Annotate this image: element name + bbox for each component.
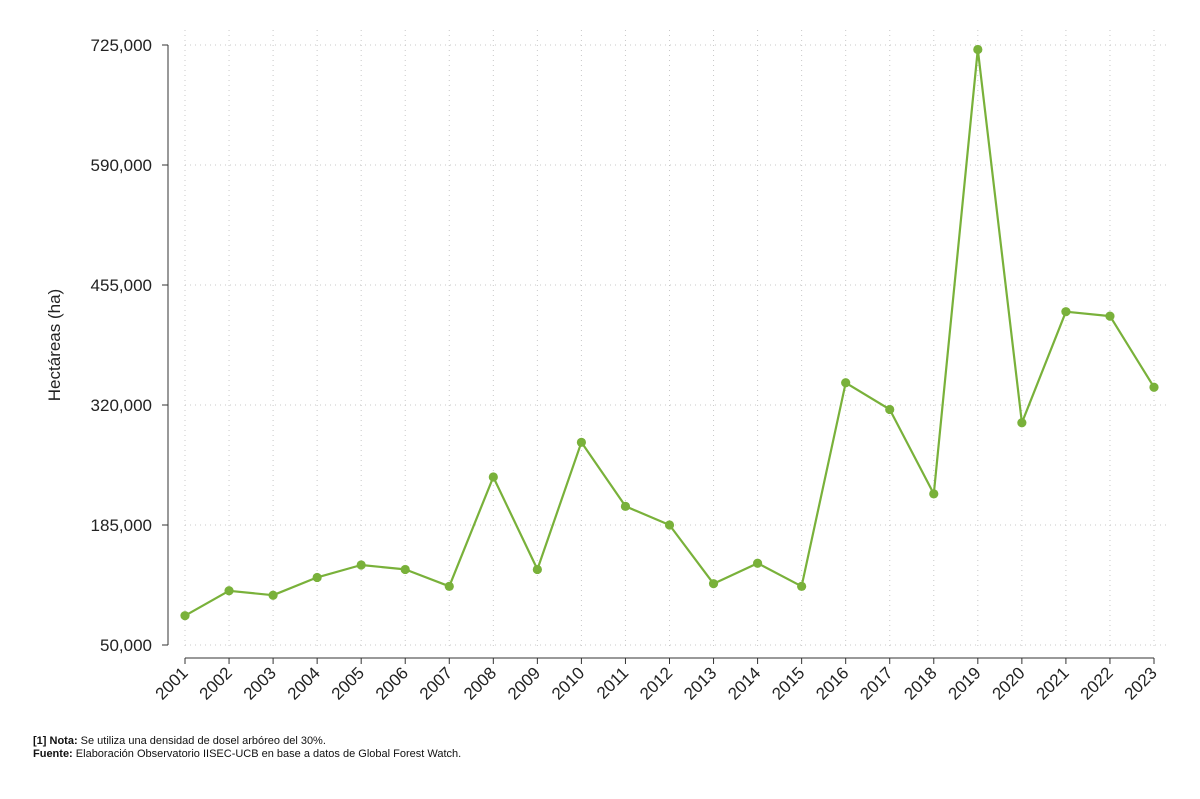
x-tick-label: 2011 [593,663,632,702]
x-tick-label: 2002 [196,663,236,703]
footnotes: [1] Nota: Se utiliza una densidad de dos… [33,735,461,761]
x-tick-label: 2020 [989,663,1029,703]
x-tick-label: 2012 [636,663,676,703]
y-tick-label: 185,000 [91,516,152,535]
grid [184,30,1168,647]
data-point [752,558,763,568]
data-point [973,44,983,55]
axes [167,45,1154,659]
y-tick-label: 725,000 [91,36,152,55]
data-point [312,572,322,583]
note-line: [1] Nota: Se utiliza una densidad de dos… [33,735,461,748]
data-point [620,501,631,511]
data-point [532,564,542,575]
y-tick-label: 50,000 [100,636,152,655]
x-tick-label: 2023 [1121,663,1161,703]
data-point [1061,307,1071,317]
data-point [1017,418,1027,428]
y-tick-label: 590,000 [91,156,152,175]
x-tick-label: 2022 [1077,663,1117,703]
x-tick-label: 2008 [460,663,500,703]
x-tick-label: 2009 [504,663,544,703]
data-point [356,560,366,570]
x-tick-label: 2010 [548,663,588,703]
x-tick-label: 2015 [768,663,808,703]
x-tick-label: 2017 [856,663,896,703]
data-point [224,586,234,596]
data-point [841,378,851,388]
x-tick-label: 2004 [284,663,324,703]
data-point [576,437,587,447]
x-tick-label: 2013 [680,663,720,703]
x-tick-label: 2001 [152,663,192,703]
note-text: Se utiliza una densidad de dosel arbóreo… [77,735,326,747]
y-tick-labels: 50,000 185,000 320,000 455,000 590,000 725,00… [91,36,168,655]
source-line: Fuente: Elaboración Observatorio IISEC-U… [33,748,461,761]
note-label: [1] Nota: [33,735,78,747]
data-point [180,611,190,621]
x-tick-label: 2006 [372,663,412,703]
series [180,44,1159,621]
y-tick-label: 320,000 [91,396,152,415]
data-point [885,404,895,415]
y-axis-title: Hectáreas (ha) [45,289,64,401]
data-point [1149,382,1159,392]
x-tick-label: 2018 [900,663,940,703]
x-tick-label: 2014 [724,663,764,703]
x-tick-label: 2007 [416,663,456,703]
source-label: Fuente: [33,748,73,760]
data-point [400,564,410,575]
data-point [708,579,719,589]
data-point [488,472,498,482]
x-tick-label: 2016 [812,663,852,703]
data-point [444,581,454,591]
data-point [268,590,278,600]
data-point [929,489,939,499]
x-tick-label: 2003 [240,663,280,703]
x-tick-labels: 2001 2002 2003 2004 2005 2006 2007 2008 2009 2010… [152,658,1161,704]
source-text: Elaboración Observatorio IISEC-UCB en ba… [72,748,462,760]
x-tick-label: 2019 [944,663,984,703]
x-tick-label: 2005 [328,663,368,703]
y-tick-label: 455,000 [91,276,152,295]
x-tick-label: 2021 [1033,663,1073,703]
data-point [664,520,675,530]
data-point [1105,311,1115,321]
data-point [797,581,807,591]
